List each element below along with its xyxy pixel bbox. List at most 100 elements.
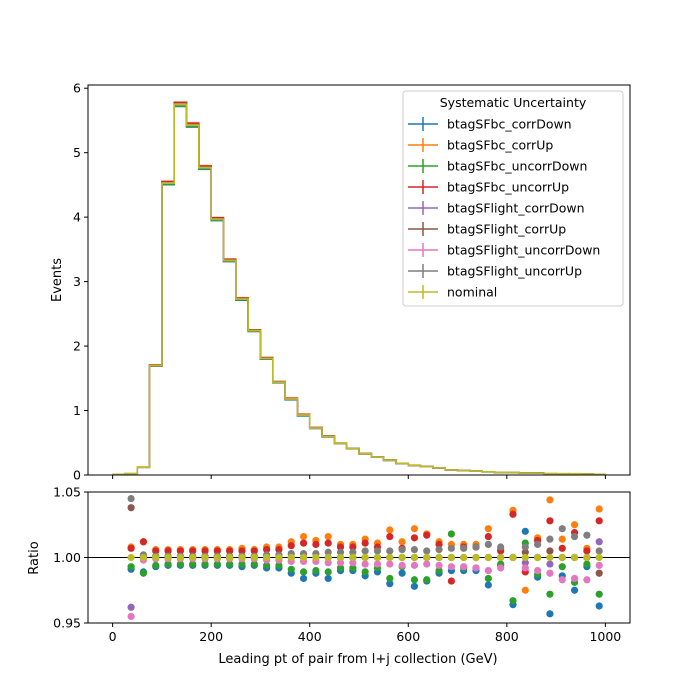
ratio-point-btagSFbc_uncorrDown (583, 560, 591, 568)
ratio-point-btagSFlight_uncorrDown (583, 576, 591, 584)
ratio-point-nominal (472, 553, 480, 562)
ratio-point-btagSFlight_uncorrDown (447, 563, 455, 571)
ratio-point-btagSFlight_uncorrDown (373, 560, 382, 568)
ratio-point-btagSFlight_uncorrDown (398, 561, 406, 569)
ratio-point-btagSFbc_uncorrDown (127, 563, 135, 571)
ratio-point-btagSFlight_uncorrDown (472, 564, 480, 572)
ratio-point-btagSFlight_uncorrUp (423, 547, 431, 555)
ratio-point-btagSFlight_uncorrUp (558, 525, 566, 533)
ratio-point-btagSFbc_uncorrDown (423, 576, 431, 584)
ratio-point-nominal (127, 553, 135, 562)
legend-label-btagSFbc_corrUp: btagSFbc_corrUp (447, 138, 553, 153)
main-x-ticks (112, 475, 606, 479)
ratio-point-btagSFbc_uncorrUp (275, 546, 283, 554)
ratio-point-btagSFbc_uncorrUp (312, 540, 320, 549)
ratio-point-nominal (583, 553, 591, 562)
ratio-point-btagSFlight_uncorrUp (398, 546, 406, 554)
ratio-point-btagSFlight_uncorrUp (534, 540, 542, 549)
histogram-nominal (112, 103, 606, 476)
ratio-point-btagSFbc_corrDown (595, 602, 603, 610)
ratio-point-btagSFlight_corrUp (127, 504, 135, 512)
ratio-point-btagSFlight_uncorrUp (484, 540, 492, 549)
ratio-x-tick-label: 200 (199, 629, 223, 644)
ratio-point-btagSFbc_uncorrDown (324, 568, 332, 576)
ratio-point-nominal (398, 553, 406, 562)
ratio-point-nominal (324, 553, 332, 562)
ratio-point-nominal (361, 553, 369, 562)
ratio-point-nominal (435, 553, 443, 562)
ratio-point-btagSFbc_uncorrDown (447, 530, 455, 538)
ratio-point-btagSFlight_uncorrDown (336, 559, 345, 567)
ratio-point-nominal (570, 553, 579, 562)
ratio-point-btagSFbc_corrUp (386, 526, 394, 534)
ratio-point-btagSFlight_corrDown (595, 538, 603, 546)
ratio-point-btagSFbc_corrDown (570, 586, 579, 594)
ratio-point-nominal (509, 553, 517, 562)
ratio-point-nominal (521, 553, 529, 562)
ratio-point-btagSFbc_uncorrUp (447, 577, 455, 585)
ratio-point-btagSFbc_uncorrDown (275, 561, 283, 569)
ratio-point-btagSFbc_uncorrDown (558, 563, 566, 571)
legend: Systematic Uncertainty btagSFbc_corrDown… (402, 90, 624, 307)
legend-label-btagSFlight_corrDown: btagSFlight_corrDown (447, 201, 585, 216)
ratio-x-tick-label: 800 (495, 629, 519, 644)
ratio-point-btagSFbc_uncorrUp (509, 510, 517, 518)
ratio-y-tick-label: 1.05 (53, 485, 81, 500)
ratio-point-btagSFbc_uncorrDown (263, 561, 271, 569)
ratio-point-btagSFlight_uncorrUp (595, 547, 603, 555)
ratio-point-btagSFlight_uncorrUp (324, 548, 332, 556)
ratio-point-btagSFbc_uncorrDown (336, 564, 345, 572)
ratio-point-nominal (595, 553, 603, 562)
ratio-point-btagSFbc_uncorrUp (361, 539, 369, 547)
ratio-point-btagSFbc_uncorrDown (176, 560, 184, 568)
ratio-points (127, 494, 603, 621)
main-y-tick-label: 3 (73, 274, 81, 289)
legend-label-btagSFbc_corrDown: btagSFbc_corrDown (447, 117, 572, 132)
ratio-point-btagSFlight_uncorrUp (460, 544, 468, 552)
ratio-x-ticks: 0 200 400 600 800 1000 (109, 623, 621, 644)
ratio-point-btagSFlight_uncorrDown (324, 559, 332, 567)
ratio-point-btagSFlight_corrDown (127, 603, 135, 611)
ratio-point-btagSFbc_corrUp (595, 505, 603, 513)
ratio-point-btagSFlight_uncorrDown (534, 567, 542, 575)
ratio-point-btagSFbc_uncorrUp (546, 517, 554, 525)
ratio-point-btagSFbc_uncorrDown (546, 590, 554, 598)
legend-box (402, 90, 624, 307)
main-y-tick-label: 6 (73, 81, 81, 96)
ratio-point-nominal (373, 553, 382, 562)
ratio-point-nominal (534, 553, 542, 562)
ratio-point-btagSFbc_uncorrUp (435, 540, 443, 549)
ratio-point-btagSFlight_corrUp (546, 547, 554, 555)
ratio-point-btagSFlight_uncorrDown (484, 567, 492, 575)
ratio-point-nominal (213, 553, 221, 562)
ratio-point-btagSFbc_uncorrUp (386, 532, 394, 541)
ratio-point-nominal (410, 553, 419, 562)
ratio-point-btagSFlight_corrDown (546, 560, 554, 568)
ratio-point-btagSFlight_uncorrDown (410, 561, 419, 569)
ratio-point-btagSFbc_corrDown (410, 582, 419, 590)
ratio-point-btagSFbc_corrDown (386, 580, 394, 588)
main-y-axis-label: Events (50, 258, 65, 302)
ratio-point-btagSFlight_uncorrUp (546, 535, 554, 543)
ratio-point-btagSFlight_uncorrDown (361, 560, 369, 568)
ratio-point-nominal (546, 553, 554, 562)
ratio-point-btagSFbc_uncorrUp (410, 534, 419, 542)
ratio-x-tick-label: 600 (396, 629, 420, 644)
legend-label-btagSFlight_uncorrDown: btagSFlight_uncorrDown (447, 243, 600, 258)
ratio-point-btagSFbc_uncorrDown (189, 560, 197, 568)
ratio-point-btagSFlight_uncorrDown (595, 561, 603, 569)
ratio-point-nominal (349, 553, 357, 562)
ratio-y-axis-label: Ratio (27, 541, 42, 574)
ratio-point-btagSFbc_uncorrUp (201, 547, 209, 555)
ratio-point-btagSFbc_uncorrUp (349, 543, 357, 551)
ratio-point-btagSFbc_uncorrUp (299, 539, 308, 547)
ratio-point-btagSFbc_uncorrDown (361, 568, 369, 576)
ratio-point-nominal (312, 553, 320, 562)
ratio-point-btagSFlight_uncorrDown (558, 576, 566, 584)
ratio-point-btagSFbc_corrUp (484, 525, 492, 533)
ratio-point-btagSFbc_uncorrDown (312, 567, 320, 575)
legend-entries: btagSFbc_corrDown btagSFbc_corrUp btagSFbc… (408, 117, 600, 300)
ratio-point-btagSFbc_uncorrDown (484, 574, 492, 583)
ratio-point-btagSFlight_uncorrUp (127, 494, 135, 503)
